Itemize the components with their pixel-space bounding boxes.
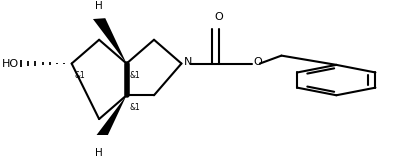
- Text: &1: &1: [130, 103, 140, 112]
- Text: &1: &1: [75, 71, 85, 81]
- Text: O: O: [253, 57, 262, 67]
- Text: HO: HO: [2, 59, 19, 69]
- Text: &1: &1: [130, 71, 140, 81]
- Text: O: O: [214, 12, 223, 22]
- Text: N: N: [184, 57, 192, 67]
- Polygon shape: [93, 95, 127, 141]
- Text: H: H: [95, 148, 103, 157]
- Polygon shape: [93, 18, 127, 64]
- Text: H: H: [95, 1, 103, 11]
